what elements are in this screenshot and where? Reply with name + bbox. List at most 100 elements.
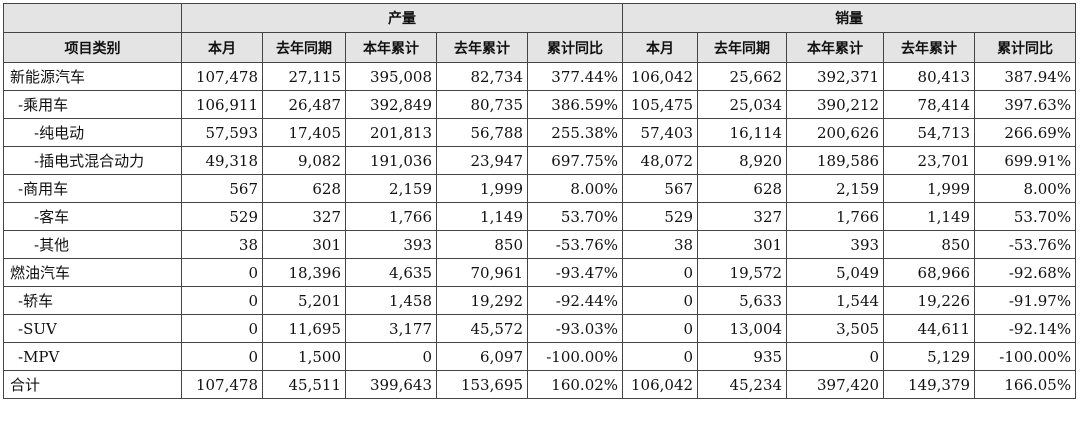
table-cell: 377.44% — [526, 62, 624, 91]
table-cell: 200,626 — [786, 118, 885, 147]
column-header-row: 项目类别 本月 去年同期 本年累计 去年累计 累计同比 本月 去年同期 本年累计 去年累计 累计同比 — [3, 32, 1077, 63]
table-cell: 56,788 — [436, 118, 528, 147]
table-cell: 0 — [181, 286, 263, 315]
table-row: -MPV 0 1,500 0 6,097 -100.00% 0 935 0 5,129 -100.0… — [3, 342, 1077, 371]
table-cell: 106,911 — [181, 90, 263, 119]
table-row: -客车 529 327 1,766 1,149 53.70% 529 327 1,766 1,14… — [3, 202, 1077, 231]
table-cell: 18,396 — [262, 258, 346, 287]
table-row: 燃油汽车 0 18,396 4,635 70,961 -93.47% 0 19,572 5,04… — [3, 258, 1077, 287]
table-cell: 19,572 — [697, 258, 788, 287]
table-row: 合计 107,478 45,511 399,643 153,695 160.02% 106,… — [3, 370, 1077, 399]
table-cell: 19,292 — [436, 286, 528, 315]
table-cell: 529 — [181, 202, 263, 231]
table-cell: 397.63% — [974, 90, 1077, 119]
table-cell: 1,544 — [786, 286, 885, 315]
row-label: -客车 — [3, 202, 182, 231]
table-cell: 191,036 — [345, 146, 437, 175]
table-cell: 0 — [181, 258, 263, 287]
table-cell: 301 — [697, 230, 788, 259]
table-cell: 105,475 — [622, 90, 699, 119]
table-cell: 44,611 — [883, 314, 976, 343]
table-cell: 699.91% — [974, 146, 1077, 175]
row-label: -商用车 — [3, 174, 182, 203]
table-row: -乘用车 106,911 26,487 392,849 80,735 386.59% 105… — [3, 90, 1077, 119]
table-cell: 395,008 — [345, 62, 437, 91]
table-cell: 628 — [697, 174, 788, 203]
table-cell: 4,635 — [345, 258, 437, 287]
table-cell: 850 — [436, 230, 528, 259]
table-cell: 697.75% — [526, 146, 624, 175]
table-row: -商用车 567 628 2,159 1,999 8.00% 567 628 2,159 1,99… — [3, 174, 1077, 203]
table-cell: 5,129 — [883, 342, 976, 371]
group-header-sales: 销量 — [622, 3, 1077, 33]
table-cell: 1,766 — [786, 202, 885, 231]
corner-cell — [3, 3, 182, 33]
table-cell: 3,505 — [786, 314, 885, 343]
table-cell: 301 — [262, 230, 346, 259]
table-cell: 935 — [697, 342, 788, 371]
row-label: -SUV — [3, 314, 182, 343]
table-cell: 393 — [786, 230, 885, 259]
table-cell: 266.69% — [974, 118, 1077, 147]
table-body: 新能源汽车 107,478 27,115 395,008 82,734 377.44% 10… — [3, 62, 1077, 399]
table-cell: 149,379 — [883, 370, 976, 399]
table-cell: 1,149 — [436, 202, 528, 231]
table-cell: 166.05% — [974, 370, 1077, 399]
table-cell: 68,966 — [883, 258, 976, 287]
table-cell: 8.00% — [974, 174, 1077, 203]
table-cell: -92.68% — [974, 258, 1077, 287]
table-cell: 189,586 — [786, 146, 885, 175]
row-label: 燃油汽车 — [3, 258, 182, 287]
table-cell: -93.03% — [526, 314, 624, 343]
column-header-category: 项目类别 — [3, 32, 182, 63]
table-cell: 1,458 — [345, 286, 437, 315]
table-row: -插电式混合动力 49,318 9,082 191,036 23,947 697.75% 4… — [3, 146, 1077, 175]
table-cell: 78,414 — [883, 90, 976, 119]
table-cell: -92.44% — [526, 286, 624, 315]
table-cell: 0 — [181, 342, 263, 371]
table-cell: 107,478 — [181, 62, 263, 91]
sales-production-table-container: 产量 销量 项目类别 本月 去年同期 本年累计 去年累计 累计同比 本月 去年同期 本年累计 去年… — [3, 3, 1077, 399]
table-cell: 529 — [622, 202, 699, 231]
table-cell: 567 — [622, 174, 699, 203]
table-cell: 3,177 — [345, 314, 437, 343]
table-cell: 0 — [622, 286, 699, 315]
table-cell: 8.00% — [526, 174, 624, 203]
table-cell: -53.76% — [526, 230, 624, 259]
table-cell: 25,034 — [697, 90, 788, 119]
table-cell: 327 — [697, 202, 788, 231]
table-cell: 38 — [622, 230, 699, 259]
table-cell: 0 — [181, 314, 263, 343]
table-cell: -91.97% — [974, 286, 1077, 315]
table-cell: 397,420 — [786, 370, 885, 399]
table-cell: 48,072 — [622, 146, 699, 175]
table-cell: 5,201 — [262, 286, 346, 315]
table-cell: 1,766 — [345, 202, 437, 231]
table-cell: 53.70% — [974, 202, 1077, 231]
column-header: 去年累计 — [883, 32, 976, 63]
table-cell: 45,511 — [262, 370, 346, 399]
table-row: -纯电动 57,593 17,405 201,813 56,788 255.38% 57,4… — [3, 118, 1077, 147]
table-cell: 107,478 — [181, 370, 263, 399]
table-cell: 327 — [262, 202, 346, 231]
column-header: 累计同比 — [526, 32, 624, 63]
row-label: -轿车 — [3, 286, 182, 315]
table-cell: 255.38% — [526, 118, 624, 147]
table-row: -其他 38 301 393 850 -53.76% 38 301 393 850 -53.76% — [3, 230, 1077, 259]
table-cell: 80,735 — [436, 90, 528, 119]
table-cell: 387.94% — [974, 62, 1077, 91]
table-cell: 153,695 — [436, 370, 528, 399]
table-cell: 106,042 — [622, 62, 699, 91]
table-cell: 1,999 — [883, 174, 976, 203]
table-cell: 201,813 — [345, 118, 437, 147]
table-cell: 0 — [622, 258, 699, 287]
row-label: -乘用车 — [3, 90, 182, 119]
table-cell: 9,082 — [262, 146, 346, 175]
table-cell: 393 — [345, 230, 437, 259]
table-cell: 13,004 — [697, 314, 788, 343]
column-header: 累计同比 — [974, 32, 1077, 63]
table-cell: 27,115 — [262, 62, 346, 91]
column-header: 去年同期 — [697, 32, 788, 63]
table-cell: 386.59% — [526, 90, 624, 119]
table-row: 新能源汽车 107,478 27,115 395,008 82,734 377.44% 10… — [3, 62, 1077, 91]
